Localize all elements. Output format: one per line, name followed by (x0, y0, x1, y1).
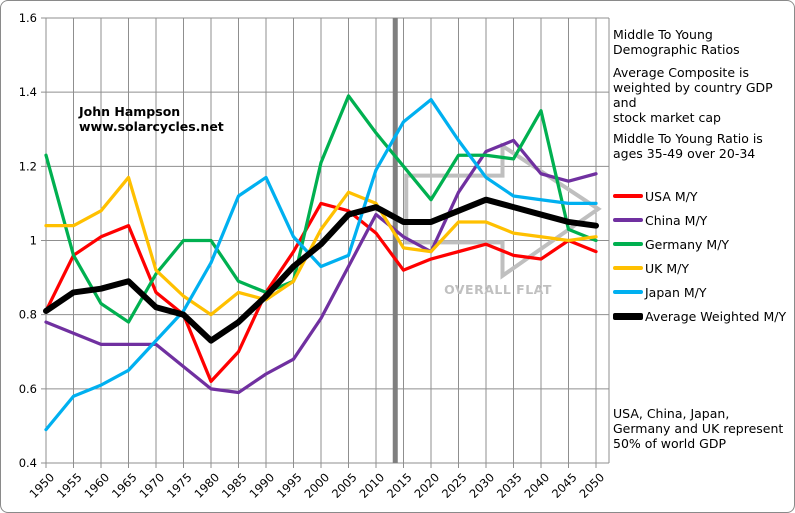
legend-label: China M/Y (645, 212, 708, 228)
ratio-definition-note: Middle To Young Ratio is ages 35-49 over… (613, 131, 763, 161)
x-axis-tick-label: 1970 (137, 470, 168, 501)
overall-flat-arrow-annotation (404, 142, 602, 280)
x-axis-tick-label: 2020 (412, 470, 443, 501)
gdp-note: USA, China, Japan, Germany and UK repres… (613, 406, 784, 451)
series-line-usa-m-y (44, 201, 598, 384)
y-axis-tick-label: 1.4 (19, 85, 37, 99)
current-year-marker (392, 18, 398, 463)
y-axis-tick-label: 0.4 (19, 456, 37, 470)
legend-label: Germany M/Y (645, 236, 730, 252)
x-axis-tick-label: 2005 (329, 470, 360, 501)
x-axis-tick-label: 2015 (384, 470, 415, 501)
legend: USA M/Y China M/Y Germany M/Y UK M/Y Japan M… (613, 184, 793, 328)
legend-label: Japan M/Y (645, 284, 707, 300)
watermark-text: John Hampson www.solarcycles.net (79, 104, 224, 134)
legend-item-usa-m-y: USA M/Y (613, 184, 793, 208)
legend-item-average-weighted-m-y: Average Weighted M/Y (613, 304, 793, 328)
series-line-germany-m-y (44, 94, 598, 324)
legend-line-swatch (613, 242, 643, 246)
legend-item-china-m-y: China M/Y (613, 208, 793, 232)
x-axis-tick-label: 2040 (522, 470, 553, 501)
x-axis-tick-label: 1980 (192, 470, 223, 501)
legend-item-japan-m-y: Japan M/Y (613, 280, 793, 304)
composite-note: Average Composite is weighted by country… (613, 65, 773, 125)
series-line-uk-m-y (44, 175, 598, 317)
legend-label: Average Weighted M/Y (645, 308, 787, 324)
x-axis-tick-label: 2025 (439, 470, 470, 501)
x-axis-tick-label: 2045 (549, 470, 580, 501)
series-line-china-m-y (44, 138, 598, 395)
x-axis-tick-label: 1990 (247, 470, 278, 501)
overall-flat-label: OVERALL FLAT (444, 282, 552, 297)
x-axis-tick-label: 1955 (54, 470, 85, 501)
x-axis-tick-label: 1985 (219, 470, 250, 501)
y-axis-tick-label: 0.6 (19, 382, 37, 396)
legend-line-swatch (613, 290, 643, 294)
y-axis-tick-label: 1.6 (19, 11, 37, 25)
x-axis-tick-label: 2000 (302, 470, 333, 501)
legend-item-germany-m-y: Germany M/Y (613, 232, 793, 256)
series-line-japan-m-y (44, 97, 598, 432)
legend-label: UK M/Y (645, 260, 689, 276)
x-axis-tick-label: 1950 (27, 470, 58, 501)
legend-line-swatch (613, 194, 643, 198)
series-line-average-weighted-m-y (43, 196, 599, 344)
y-axis-tick-label: 0.8 (19, 308, 37, 322)
legend-line-swatch (613, 266, 643, 270)
x-axis-tick-label: 1995 (274, 470, 305, 501)
x-axis-tick-label: 1975 (164, 470, 195, 501)
legend-item-uk-m-y: UK M/Y (613, 256, 793, 280)
y-axis-tick-label: 1.2 (19, 159, 37, 173)
x-axis-tick-label: 2035 (494, 470, 525, 501)
chart-title: Middle To Young Demographic Ratios (613, 27, 740, 57)
legend-label: USA M/Y (645, 188, 698, 204)
x-axis-tick-label: 1965 (109, 470, 140, 501)
x-axis-tick-label: 2030 (467, 470, 498, 501)
legend-line-swatch (613, 218, 643, 222)
legend-line-swatch (613, 312, 643, 320)
y-axis-tick-label: 1 (30, 234, 37, 248)
x-axis-tick-label: 1960 (82, 470, 113, 501)
x-axis-tick-label: 2050 (577, 470, 608, 501)
x-axis-tick-label: 2010 (357, 470, 388, 501)
